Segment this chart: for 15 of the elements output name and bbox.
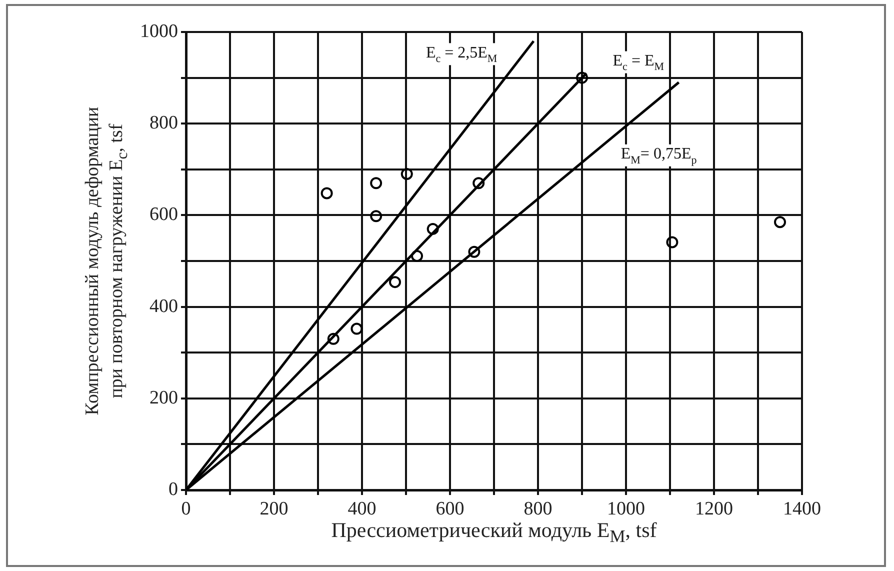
x-tick-label: 400 <box>348 498 376 520</box>
y-tick-label: 200 <box>150 387 178 408</box>
y-tick-label: 1000 <box>140 20 178 42</box>
x-tick-label: 0 <box>181 498 191 520</box>
x-tick-label: 600 <box>436 498 464 520</box>
x-tick-label: 1000 <box>607 498 645 520</box>
y-tick-label: 0 <box>168 478 178 500</box>
x-tick-label: 200 <box>260 498 288 520</box>
y-tick-label: 800 <box>150 112 178 134</box>
x-axis-title: Прессиометрический модуль E$_{M}$, tsf <box>330 518 658 548</box>
x-tick-label: 800 <box>524 498 552 520</box>
y-tick-label: 400 <box>150 296 178 317</box>
x-tick-label: 1400 <box>783 498 821 520</box>
y-tick-label: 600 <box>150 204 178 226</box>
x-tick-label: 1200 <box>695 498 733 520</box>
